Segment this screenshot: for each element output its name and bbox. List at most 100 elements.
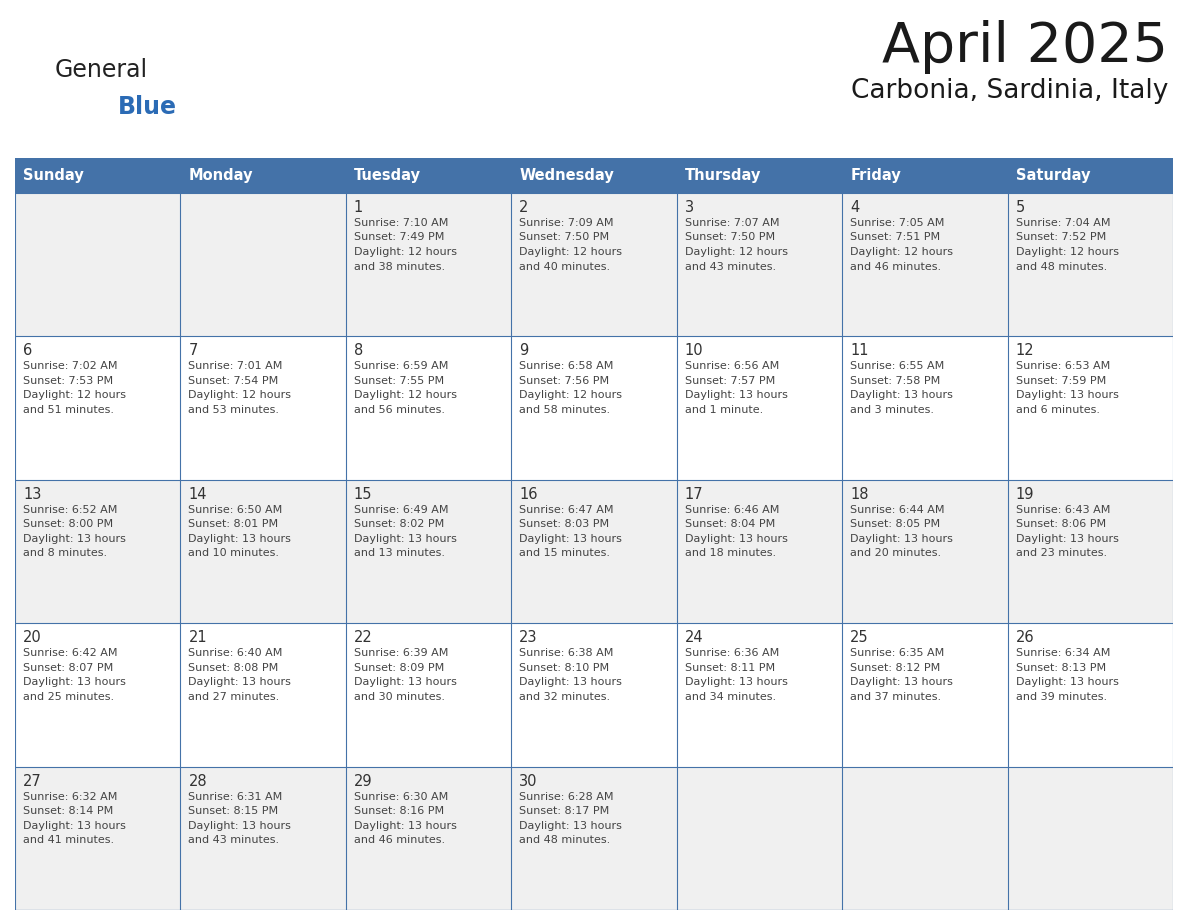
Bar	[1007, 336, 1173, 480]
Text: Sunrise: 6:40 AM: Sunrise: 6:40 AM	[189, 648, 283, 658]
Text: Daylight: 13 hours: Daylight: 13 hours	[354, 677, 456, 688]
Text: 2: 2	[519, 200, 529, 215]
Text: 6: 6	[23, 343, 32, 358]
Bar	[842, 336, 1007, 480]
Text: and 23 minutes.: and 23 minutes.	[1016, 548, 1107, 558]
Text: 8: 8	[354, 343, 364, 358]
Bar	[15, 336, 181, 480]
Text: Sunset: 8:17 PM: Sunset: 8:17 PM	[519, 806, 609, 816]
Text: Sunrise: 6:53 AM: Sunrise: 6:53 AM	[1016, 362, 1110, 372]
Text: Sunset: 7:56 PM: Sunset: 7:56 PM	[519, 375, 609, 386]
Bar	[677, 193, 842, 336]
Text: Sunset: 8:07 PM: Sunset: 8:07 PM	[23, 663, 113, 673]
Text: and 46 minutes.: and 46 minutes.	[851, 262, 941, 272]
Bar	[181, 623, 346, 767]
Text: Sunset: 7:55 PM: Sunset: 7:55 PM	[354, 375, 444, 386]
Bar	[842, 767, 1007, 910]
Text: Sunset: 8:13 PM: Sunset: 8:13 PM	[1016, 663, 1106, 673]
Text: Sunrise: 7:10 AM: Sunrise: 7:10 AM	[354, 218, 448, 228]
Bar	[15, 480, 181, 623]
Text: Sunrise: 6:44 AM: Sunrise: 6:44 AM	[851, 505, 944, 515]
Text: Friday: Friday	[851, 168, 901, 183]
Text: 11: 11	[851, 343, 868, 358]
Text: Sunset: 8:04 PM: Sunset: 8:04 PM	[684, 520, 775, 530]
Text: Sunrise: 7:07 AM: Sunrise: 7:07 AM	[684, 218, 779, 228]
Text: Tuesday: Tuesday	[354, 168, 421, 183]
Bar	[346, 158, 511, 193]
Text: and 8 minutes.: and 8 minutes.	[23, 548, 107, 558]
Text: Sunrise: 6:36 AM: Sunrise: 6:36 AM	[684, 648, 779, 658]
Text: 21: 21	[189, 630, 207, 645]
Text: Sunset: 8:10 PM: Sunset: 8:10 PM	[519, 663, 609, 673]
Text: General: General	[55, 58, 148, 82]
Text: 24: 24	[684, 630, 703, 645]
Text: 9: 9	[519, 343, 529, 358]
Text: and 56 minutes.: and 56 minutes.	[354, 405, 444, 415]
Text: 30: 30	[519, 774, 538, 789]
Text: and 51 minutes.: and 51 minutes.	[23, 405, 114, 415]
Text: Sunrise: 6:50 AM: Sunrise: 6:50 AM	[189, 505, 283, 515]
Text: Daylight: 12 hours: Daylight: 12 hours	[354, 247, 457, 257]
Text: Sunset: 7:59 PM: Sunset: 7:59 PM	[1016, 375, 1106, 386]
Text: Daylight: 13 hours: Daylight: 13 hours	[189, 677, 291, 688]
Bar	[511, 767, 677, 910]
Text: Sunset: 8:03 PM: Sunset: 8:03 PM	[519, 520, 609, 530]
Bar	[677, 336, 842, 480]
Text: and 27 minutes.: and 27 minutes.	[189, 691, 279, 701]
Text: and 48 minutes.: and 48 minutes.	[1016, 262, 1107, 272]
Text: Daylight: 13 hours: Daylight: 13 hours	[851, 533, 953, 543]
Text: Daylight: 13 hours: Daylight: 13 hours	[684, 390, 788, 400]
Text: Sunrise: 6:39 AM: Sunrise: 6:39 AM	[354, 648, 448, 658]
Bar	[1007, 767, 1173, 910]
Text: 23: 23	[519, 630, 538, 645]
Text: and 3 minutes.: and 3 minutes.	[851, 405, 934, 415]
Text: 19: 19	[1016, 487, 1034, 502]
Text: Daylight: 13 hours: Daylight: 13 hours	[189, 533, 291, 543]
Bar	[346, 623, 511, 767]
Text: 13: 13	[23, 487, 42, 502]
Bar	[1007, 623, 1173, 767]
Text: Sunrise: 6:46 AM: Sunrise: 6:46 AM	[684, 505, 779, 515]
Text: Sunset: 8:00 PM: Sunset: 8:00 PM	[23, 520, 113, 530]
Text: Sunrise: 6:32 AM: Sunrise: 6:32 AM	[23, 791, 118, 801]
Bar	[1007, 193, 1173, 336]
Text: Sunset: 7:50 PM: Sunset: 7:50 PM	[519, 232, 609, 242]
Text: Daylight: 13 hours: Daylight: 13 hours	[23, 677, 126, 688]
Text: and 13 minutes.: and 13 minutes.	[354, 548, 444, 558]
Text: 18: 18	[851, 487, 868, 502]
Text: Sunset: 8:16 PM: Sunset: 8:16 PM	[354, 806, 444, 816]
Bar	[1007, 158, 1173, 193]
Bar	[511, 336, 677, 480]
Text: Sunset: 7:57 PM: Sunset: 7:57 PM	[684, 375, 775, 386]
Text: Thursday: Thursday	[684, 168, 762, 183]
Text: and 15 minutes.: and 15 minutes.	[519, 548, 611, 558]
Polygon shape	[160, 58, 190, 95]
Text: and 1 minute.: and 1 minute.	[684, 405, 763, 415]
Text: Daylight: 13 hours: Daylight: 13 hours	[189, 821, 291, 831]
Text: Blue: Blue	[118, 95, 177, 119]
Text: Sunrise: 7:04 AM: Sunrise: 7:04 AM	[1016, 218, 1110, 228]
Text: 15: 15	[354, 487, 372, 502]
Text: Daylight: 13 hours: Daylight: 13 hours	[354, 533, 456, 543]
Text: 7: 7	[189, 343, 198, 358]
Text: 5: 5	[1016, 200, 1025, 215]
Text: Sunrise: 6:49 AM: Sunrise: 6:49 AM	[354, 505, 448, 515]
Text: and 43 minutes.: and 43 minutes.	[684, 262, 776, 272]
Bar	[346, 767, 511, 910]
Text: and 38 minutes.: and 38 minutes.	[354, 262, 446, 272]
Text: 20: 20	[23, 630, 42, 645]
Text: Sunset: 8:15 PM: Sunset: 8:15 PM	[189, 806, 278, 816]
Text: Daylight: 13 hours: Daylight: 13 hours	[519, 533, 623, 543]
Bar	[842, 623, 1007, 767]
Text: Sunset: 7:52 PM: Sunset: 7:52 PM	[1016, 232, 1106, 242]
Text: and 34 minutes.: and 34 minutes.	[684, 691, 776, 701]
Text: Sunset: 8:12 PM: Sunset: 8:12 PM	[851, 663, 941, 673]
Text: Daylight: 13 hours: Daylight: 13 hours	[851, 677, 953, 688]
Text: Sunrise: 6:58 AM: Sunrise: 6:58 AM	[519, 362, 614, 372]
Text: Daylight: 13 hours: Daylight: 13 hours	[23, 533, 126, 543]
Text: Sunset: 7:51 PM: Sunset: 7:51 PM	[851, 232, 940, 242]
Text: 12: 12	[1016, 343, 1035, 358]
Text: Sunset: 7:49 PM: Sunset: 7:49 PM	[354, 232, 444, 242]
Bar	[181, 480, 346, 623]
Text: and 37 minutes.: and 37 minutes.	[851, 691, 941, 701]
